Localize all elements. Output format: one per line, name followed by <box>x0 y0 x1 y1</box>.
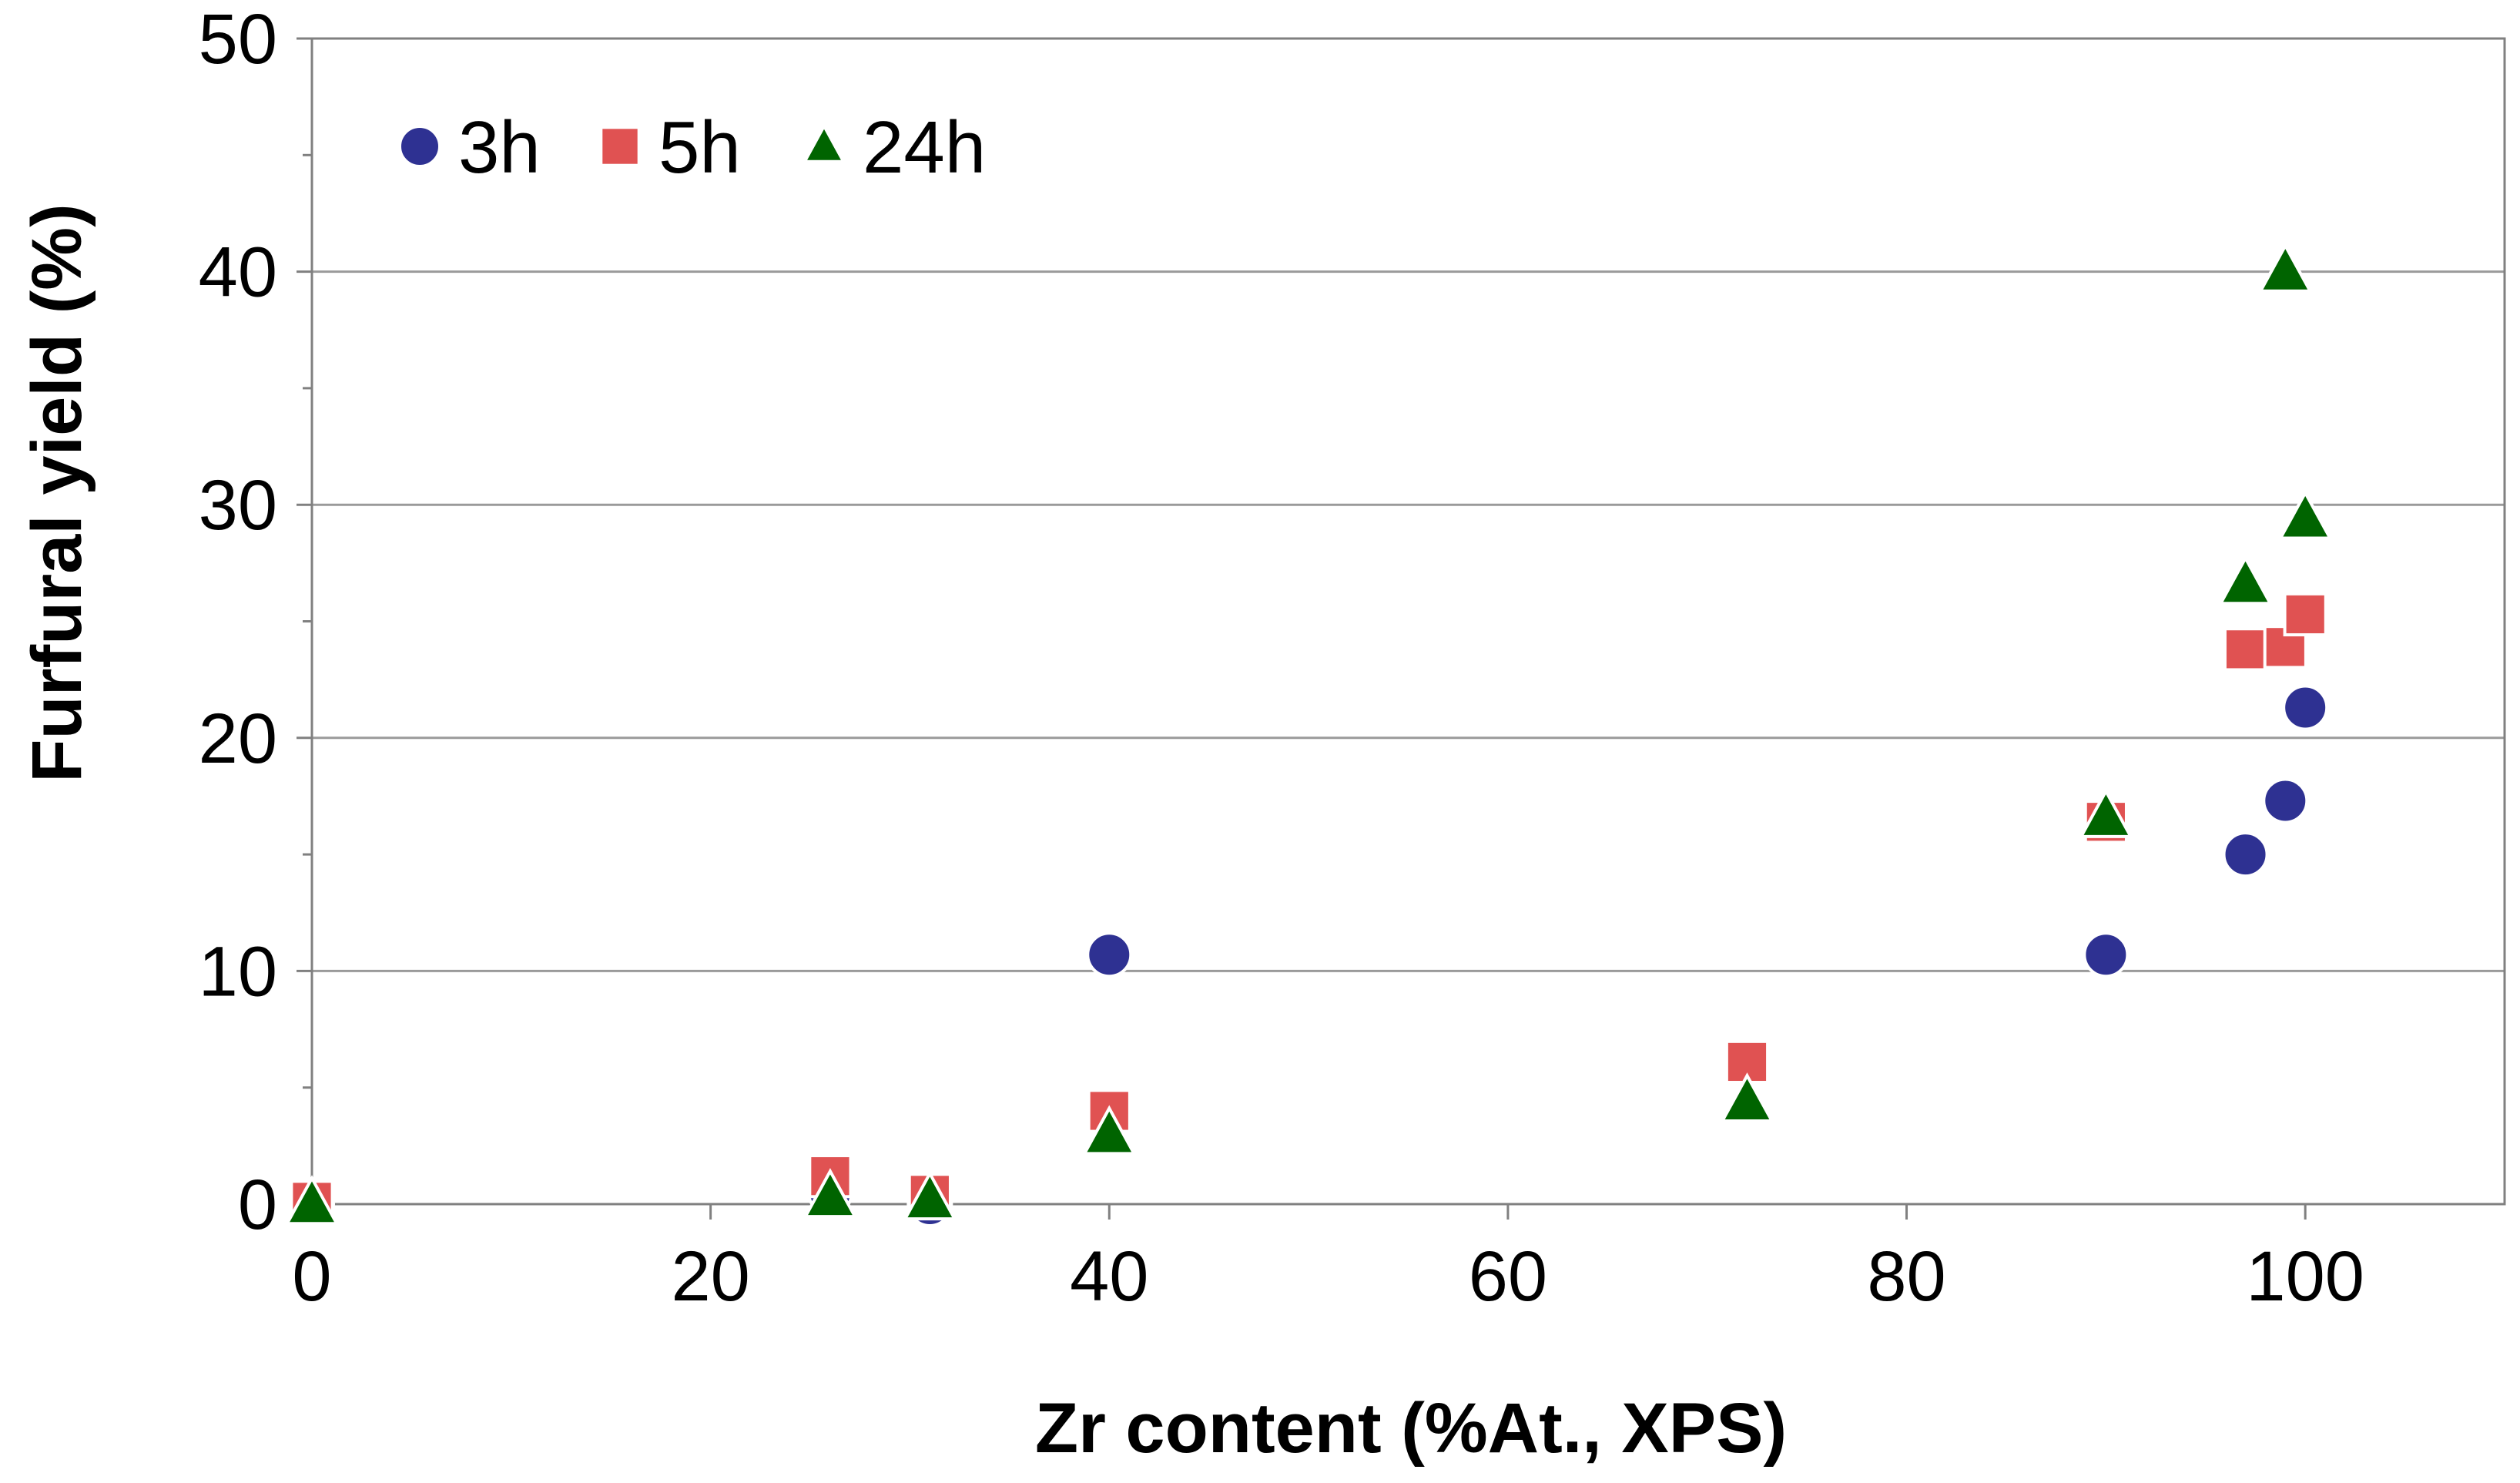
y-tick-label: 40 <box>199 233 277 312</box>
legend: 3h 5h 24h <box>398 106 986 189</box>
legend-marker-3h <box>398 125 441 168</box>
legend-item-24h: 24h <box>802 106 986 189</box>
data-point-24h <box>902 1170 957 1221</box>
data-point-3h <box>2262 777 2309 824</box>
x-tick-label: 40 <box>1070 1237 1148 1316</box>
x-tick-label: 20 <box>671 1237 749 1316</box>
legend-marker-5h <box>599 126 641 167</box>
data-point-5h <box>2283 592 2327 637</box>
x-tick-label: 60 <box>1469 1237 1547 1316</box>
data-point-24h <box>2217 555 2274 606</box>
legend-item-3h: 3h <box>398 106 541 189</box>
legend-label-5h: 5h <box>658 106 741 189</box>
series-24h <box>284 242 2333 1226</box>
data-point-24h <box>284 1175 340 1226</box>
axes <box>297 37 2506 1220</box>
x-tick-label: 100 <box>2246 1237 2364 1316</box>
y-tick-label: 0 <box>238 1166 277 1244</box>
x-tick-label: 80 <box>1867 1237 1945 1316</box>
data-point-24h <box>2257 242 2313 293</box>
y-axis-title: Furfural yield (%) <box>18 203 96 782</box>
y-tick-label: 20 <box>199 700 277 778</box>
x-axis-title: Zr content (%At., XPS) <box>1035 1389 1787 1468</box>
legend-label-3h: 3h <box>458 106 541 189</box>
x-tick-label: 0 <box>292 1237 331 1316</box>
y-tick-label: 30 <box>199 466 277 545</box>
legend-marker-24h <box>802 122 846 163</box>
legend-label-24h: 24h <box>863 106 986 189</box>
legend-item-5h: 5h <box>599 106 741 189</box>
data-point-3h <box>2282 684 2329 731</box>
data-point-24h <box>2078 787 2133 838</box>
data-points <box>284 242 2333 1227</box>
y-tick-label: 10 <box>199 932 277 1011</box>
data-point-24h <box>1719 1072 1775 1123</box>
data-point-3h <box>2222 831 2269 878</box>
tick-labels: 0 10 20 30 40 50 0 20 40 60 80 100 <box>199 0 2364 1316</box>
data-point-24h <box>803 1168 858 1219</box>
data-point-3h <box>1086 931 1133 978</box>
gridlines <box>312 270 2505 972</box>
data-point-5h <box>2223 627 2268 672</box>
data-point-24h <box>1081 1105 1137 1156</box>
data-point-24h <box>2277 489 2333 540</box>
y-tick-label: 50 <box>199 0 277 79</box>
data-point-3h <box>2083 931 2130 978</box>
